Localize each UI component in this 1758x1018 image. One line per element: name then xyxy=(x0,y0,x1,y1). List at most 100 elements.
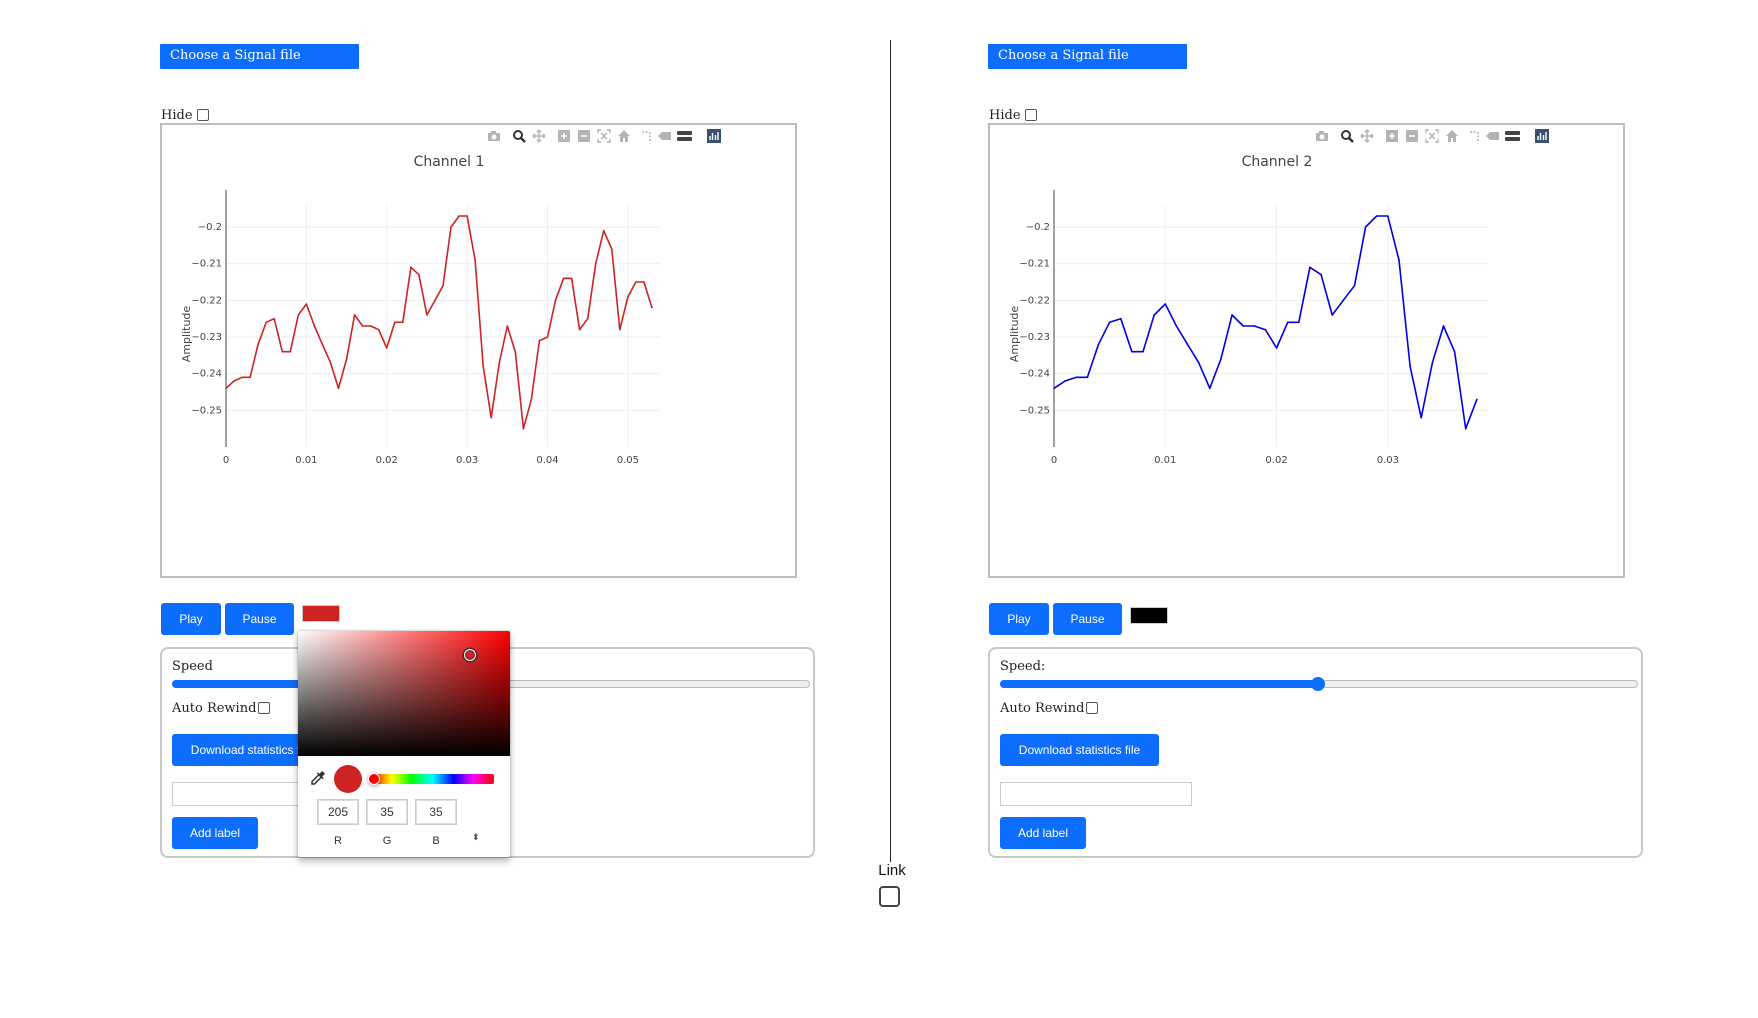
data-point xyxy=(321,343,324,346)
data-point xyxy=(1342,299,1345,302)
pan-icon[interactable] xyxy=(532,129,546,143)
data-point xyxy=(1053,387,1055,390)
data-point xyxy=(1431,361,1434,364)
data-point xyxy=(434,299,436,302)
speed-slider-thumb-right[interactable] xyxy=(1311,677,1325,691)
home-icon[interactable] xyxy=(1446,130,1458,142)
y-tick-label: −0.25 xyxy=(191,405,222,416)
green-value-input[interactable]: 35 xyxy=(366,799,408,825)
data-point xyxy=(1264,328,1267,331)
data-point xyxy=(578,328,581,331)
hover-compare-bottom xyxy=(1505,137,1520,141)
plotly-logo-icon[interactable] xyxy=(707,129,721,143)
x-tick-label: 0 xyxy=(223,455,229,466)
download-statistics-button-right[interactable]: Download statistics file xyxy=(1000,734,1159,766)
hue-slider[interactable] xyxy=(368,773,494,785)
data-point xyxy=(1175,325,1178,327)
pause-button-right[interactable]: Pause xyxy=(1053,603,1122,635)
data-point xyxy=(1409,365,1411,368)
x-tick-label: 0.05 xyxy=(617,455,639,466)
hover-closest-icon[interactable] xyxy=(658,132,671,140)
autoscale-shape xyxy=(1425,129,1439,143)
spike-lines-icon[interactable] xyxy=(642,131,651,141)
x-tick-label: 0.02 xyxy=(1265,455,1287,466)
y-tick-label: −0.2 xyxy=(198,222,222,233)
label-input-right[interactable] xyxy=(1000,782,1192,806)
hide-checkbox-right[interactable] xyxy=(1025,109,1037,121)
auto-rewind-checkbox-left[interactable] xyxy=(258,702,270,714)
camera-icon[interactable] xyxy=(488,131,500,141)
autoscale-icon[interactable] xyxy=(597,129,611,143)
spike-lines-icon[interactable] xyxy=(1470,131,1479,141)
format-toggle-icon[interactable]: ⬍ xyxy=(472,832,480,842)
y-tick-label: −0.2 xyxy=(1026,222,1050,233)
pan-icon[interactable] xyxy=(1360,129,1374,143)
line-chart-channel-2[interactable]: Channel 2 0 0.01 0.02 0.03 −0.2 −0.21 −0.22 −0.2… xyxy=(990,125,1623,576)
data-point xyxy=(313,325,316,327)
y-tick-label: −0.21 xyxy=(1019,259,1050,270)
red-value-input[interactable]: 205 xyxy=(317,799,359,825)
data-point xyxy=(1420,416,1423,419)
data-point xyxy=(1131,350,1133,353)
color-swatch-right[interactable] xyxy=(1130,607,1168,624)
data-point xyxy=(1197,361,1200,364)
x-tick-label: 0.04 xyxy=(536,455,558,466)
data-point xyxy=(602,229,605,232)
data-point xyxy=(1242,325,1244,327)
hover-compare-icon[interactable] xyxy=(1505,131,1520,141)
hover-closest-icon[interactable] xyxy=(1486,132,1499,140)
saturation-value-area[interactable] xyxy=(298,631,510,756)
camera-icon[interactable] xyxy=(1316,131,1328,141)
data-point xyxy=(1476,398,1478,401)
data-point xyxy=(1398,259,1400,261)
add-label-button-left[interactable]: Add label xyxy=(172,817,258,849)
home-shape xyxy=(1446,130,1458,142)
speed-slider-right[interactable] xyxy=(1000,677,1638,691)
zoom-icon[interactable] xyxy=(513,130,526,143)
data-point xyxy=(482,365,484,368)
data-point xyxy=(562,277,565,280)
zoom-in-plus xyxy=(1389,133,1395,139)
choose-signal-file-button-left[interactable]: Choose a Signal file xyxy=(160,44,359,69)
link-checkbox[interactable] xyxy=(879,886,900,907)
hover-compare-icon[interactable] xyxy=(677,131,692,141)
y-tick-label: −0.23 xyxy=(1019,332,1050,343)
camera-lens xyxy=(1319,134,1325,140)
play-button-right[interactable]: Play xyxy=(989,603,1049,635)
zoom-icon[interactable] xyxy=(1341,130,1354,143)
hue-slider-thumb[interactable] xyxy=(368,773,380,785)
data-point xyxy=(1186,343,1189,346)
data-point xyxy=(643,281,645,283)
pause-button-left[interactable]: Pause xyxy=(225,603,294,635)
zoom-out-icon[interactable] xyxy=(1406,130,1418,142)
data-point xyxy=(1387,215,1389,217)
eyedropper-icon[interactable] xyxy=(309,769,327,787)
autoscale-icon[interactable] xyxy=(1425,129,1439,143)
data-point xyxy=(546,336,549,338)
data-point xyxy=(498,361,501,364)
data-point xyxy=(1208,387,1211,390)
play-button-left[interactable]: Play xyxy=(161,603,221,635)
x-tick-label: 0.01 xyxy=(295,455,317,466)
zoom-in-icon[interactable] xyxy=(558,130,570,142)
hide-checkbox-left[interactable] xyxy=(197,109,209,121)
home-icon[interactable] xyxy=(618,130,630,142)
zoom-out-icon[interactable] xyxy=(578,130,590,142)
series-line xyxy=(1053,215,1478,430)
x-tick-label: 0.02 xyxy=(376,455,398,466)
color-swatch-left[interactable] xyxy=(302,605,340,622)
saturation-value-pointer[interactable] xyxy=(464,649,476,661)
auto-rewind-checkbox-right[interactable] xyxy=(1086,702,1098,714)
line-chart-channel-1[interactable]: Channel 1 0 0.01 0.02 0.03 0.04 0.05 −0.2 −0.21 −… xyxy=(162,125,795,576)
data-point xyxy=(1097,343,1100,346)
y-tick-label: −0.22 xyxy=(191,295,222,306)
data-point xyxy=(225,387,227,390)
add-label-button-right[interactable]: Add label xyxy=(1000,817,1086,849)
plotly-logo-icon[interactable] xyxy=(1535,129,1549,143)
x-tick-label: 0.03 xyxy=(456,455,478,466)
zoom-in-icon[interactable] xyxy=(1386,130,1398,142)
data-point xyxy=(1142,350,1144,353)
data-point xyxy=(635,281,637,283)
choose-signal-file-button-right[interactable]: Choose a Signal file xyxy=(988,44,1187,69)
blue-value-input[interactable]: 35 xyxy=(415,799,457,825)
